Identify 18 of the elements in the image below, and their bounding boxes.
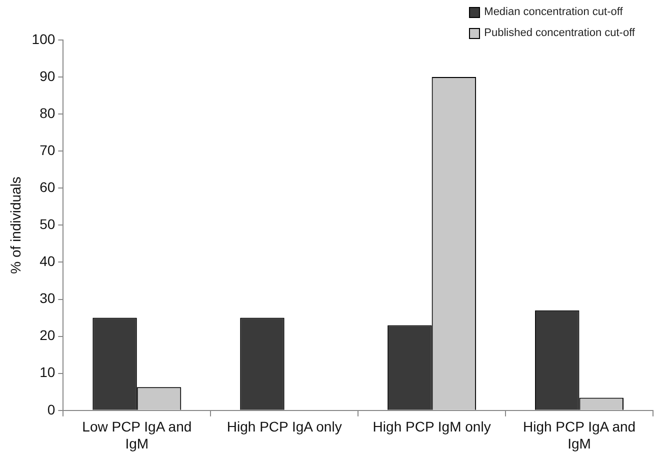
y-tick-label: 60	[40, 179, 56, 196]
y-tick-label: 100	[32, 30, 56, 47]
x-tick-label: High PCP IgA only	[226, 418, 342, 435]
y-tick-label: 0	[47, 401, 56, 418]
y-tick-label: 50	[40, 216, 56, 232]
legend-label: Published concentration cut-off	[484, 27, 635, 39]
x-tick-label: Low PCP IgA and IgM	[82, 418, 192, 452]
y-tick-label: 80	[40, 104, 56, 121]
y-axis-title: % of individuals	[7, 176, 24, 274]
y-tick-label: 70	[40, 142, 56, 158]
x-tick-label: High PCP IgA and IgM	[522, 418, 636, 452]
x-tick-label: High PCP IgM only	[372, 418, 491, 435]
y-tick-label: 10	[40, 364, 56, 380]
y-tick-label: 30	[40, 290, 56, 306]
y-tick-label: 20	[40, 327, 56, 344]
legend-label: Median concentration cut-off	[484, 6, 623, 18]
y-tick-label: 40	[40, 253, 56, 270]
y-tick-label: 90	[40, 68, 56, 84]
